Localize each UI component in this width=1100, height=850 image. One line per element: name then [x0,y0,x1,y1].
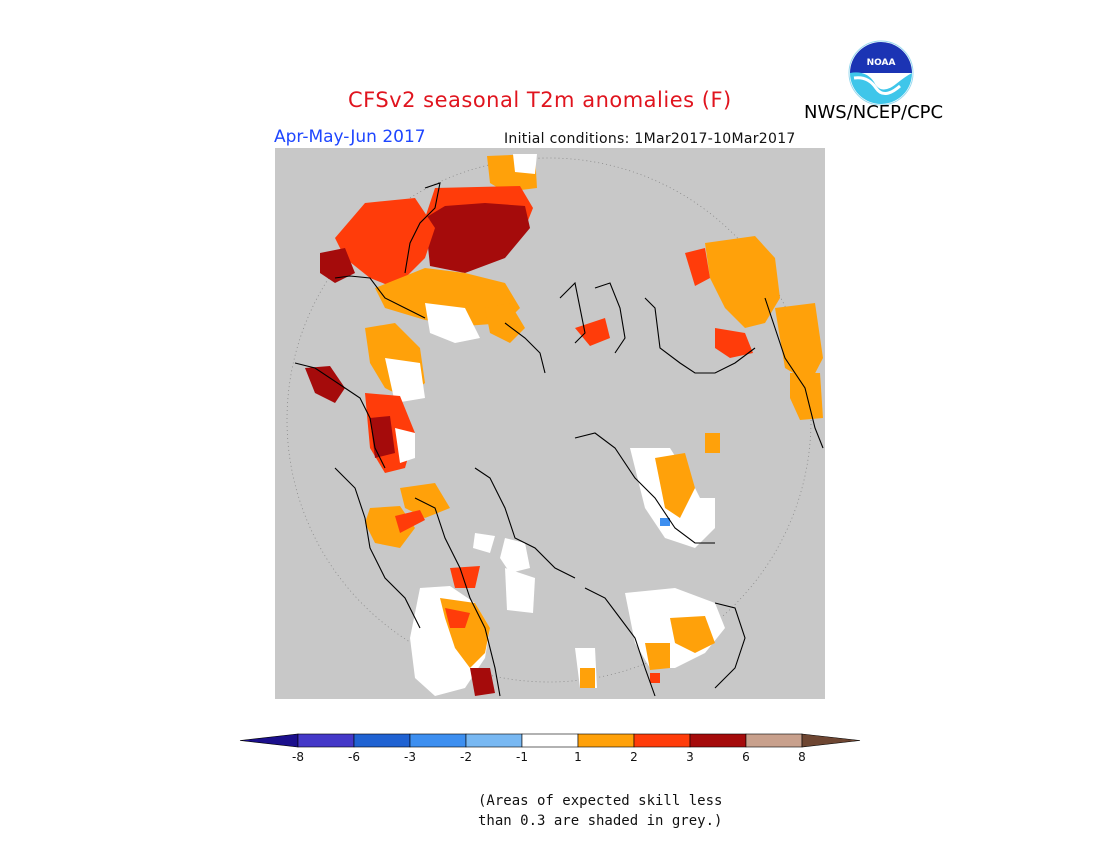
anomaly-region-pacific [685,236,823,420]
colorbar-tick-label: -2 [460,750,472,764]
colorbar-segment [633,733,691,748]
colorbar-tick-label: -1 [516,750,528,764]
noaa-logo-text: NOAA [867,58,896,68]
colorbar-arrow-low [239,733,299,748]
latitude-circle [286,157,812,683]
colorbar-tick-label: 8 [798,750,806,764]
colorbar-segment [353,733,411,748]
colorbar-arrow-high [801,733,861,748]
skill-note-line-2: than 0.3 are shaded in grey.) [478,813,723,829]
colorbar-tick-label: 6 [742,750,750,764]
anomaly-region-asia [625,433,725,683]
colorbar-segment [745,733,803,748]
noaa-logo: NOAA [848,40,914,106]
season-label: Apr-May-Jun 2017 [274,127,426,147]
initial-conditions-label: Initial conditions: 1Mar2017-10Mar2017 [504,131,796,147]
anomaly-region-europe [410,586,597,696]
colorbar-tick-label: 2 [630,750,638,764]
skill-note: (Areas of expected skill less than 0.3 a… [478,791,722,831]
agency-label: NWS/NCEP/CPC [804,102,944,123]
polar-anomaly-map [275,148,825,699]
colorbar-tick-label: 1 [574,750,582,764]
colorbar-tick-label: -6 [348,750,360,764]
skill-note-line-1: (Areas of expected skill less [478,793,723,809]
colorbar-legend: -8 -6 -3 -2 -1 1 2 3 6 8 [239,733,861,764]
anomaly-region-arctic [450,318,610,613]
colorbar-segment [409,733,467,748]
coastlines [294,182,824,697]
colorbar-segment [297,733,355,748]
colorbar-segment [577,733,635,748]
colorbar-tick-label: 3 [686,750,694,764]
chart-title: CFSv2 seasonal T2m anomalies (F) [348,88,732,112]
colorbar-segment [521,733,579,748]
colorbar-tick-label: -3 [404,750,416,764]
colorbar-segment [689,733,747,748]
colorbar-tick-label: -8 [292,750,304,764]
colorbar-segment [465,733,523,748]
